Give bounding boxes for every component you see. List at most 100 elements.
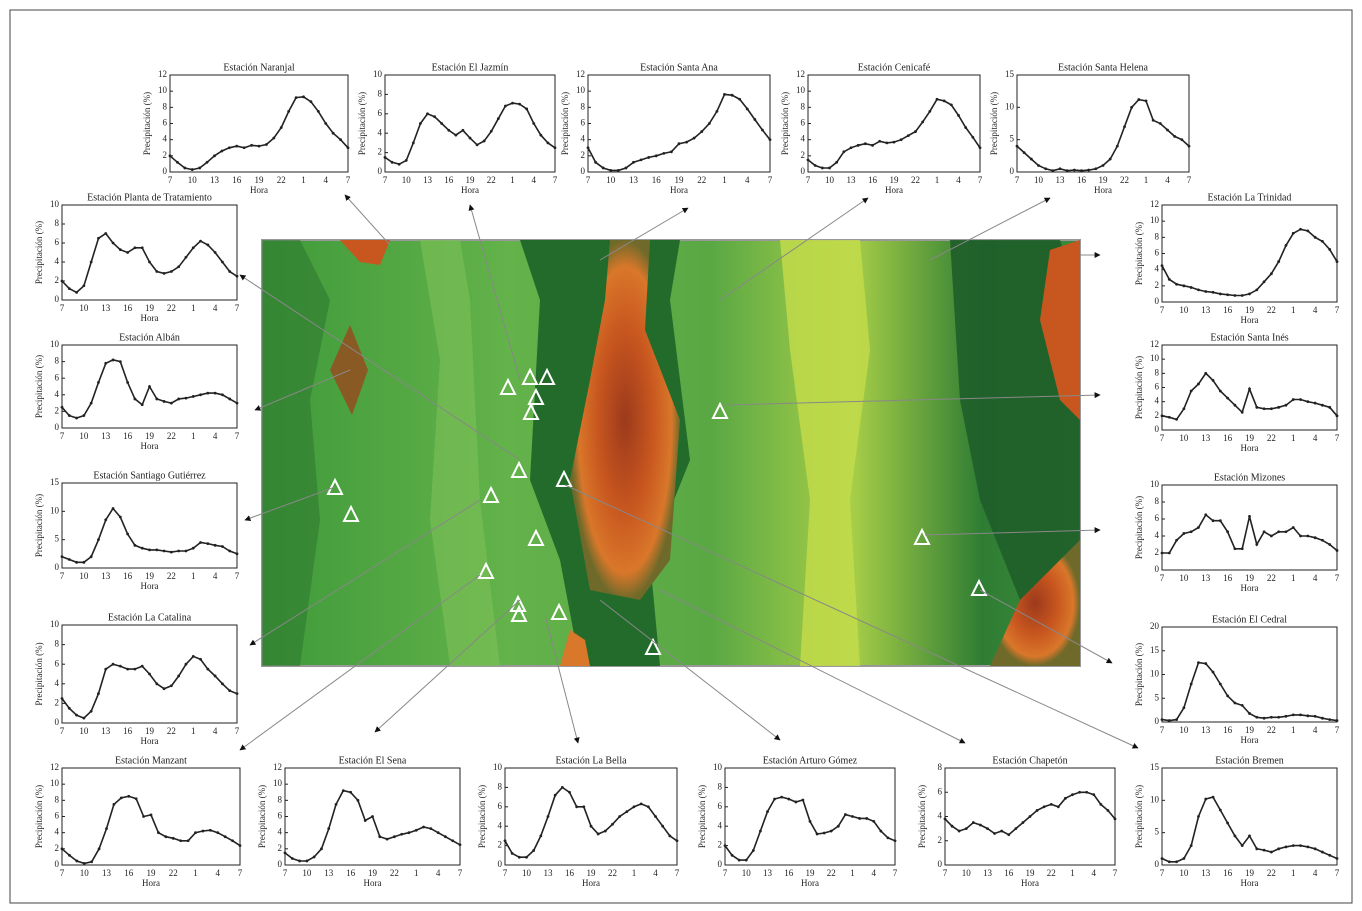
- data-point: [419, 122, 422, 125]
- data-point: [1167, 719, 1171, 722]
- y-tick-label: 2: [581, 150, 586, 160]
- data-point: [155, 397, 159, 401]
- data-point: [327, 827, 331, 831]
- data-point: [685, 140, 688, 144]
- data-point: [1108, 157, 1112, 161]
- data-point: [1299, 398, 1302, 401]
- y-tick-label: 12: [576, 69, 585, 79]
- data-point: [447, 128, 451, 132]
- data-point: [287, 109, 291, 113]
- y-tick-label: 5: [1010, 134, 1015, 144]
- data-point: [1226, 396, 1230, 400]
- x-tick-label: 4: [1165, 175, 1170, 185]
- data-point: [828, 166, 831, 170]
- data-point: [856, 143, 860, 147]
- station-chart: Estación Bremen Precipitación (%) Hora 0 5 10…: [1134, 755, 1340, 888]
- x-tick-label: 7: [1160, 305, 1165, 315]
- data-point: [794, 800, 798, 804]
- data-point: [235, 274, 239, 278]
- data-point: [89, 401, 93, 405]
- data-point: [67, 414, 71, 417]
- data-point: [1291, 526, 1295, 529]
- y-tick-label: 6: [581, 118, 586, 128]
- x-tick-label: 19: [806, 868, 816, 878]
- y-tick-label: 0: [55, 562, 60, 572]
- data-point: [979, 823, 982, 827]
- x-tick-label: 13: [1201, 573, 1211, 583]
- y-tick-label: 0: [1155, 564, 1160, 574]
- data-point: [1291, 713, 1295, 717]
- data-point: [822, 831, 826, 835]
- data-point: [1321, 239, 1324, 243]
- x-axis-label: Hora: [1241, 735, 1259, 745]
- data-point: [126, 380, 130, 384]
- x-tick-label: 7: [553, 175, 558, 185]
- data-point: [1233, 701, 1237, 705]
- data-point: [532, 122, 536, 125]
- data-point: [1042, 805, 1046, 809]
- x-tick-label: 16: [123, 431, 133, 441]
- data-point: [177, 674, 181, 678]
- x-tick-label: 7: [1113, 868, 1118, 878]
- x-tick-label: 7: [1335, 573, 1340, 583]
- x-tick-label: 16: [444, 175, 454, 185]
- x-tick-label: 7: [346, 175, 351, 185]
- x-tick-label: 10: [188, 175, 198, 185]
- data-point: [162, 272, 166, 275]
- data-point: [1248, 292, 1251, 296]
- y-tick-label: 2: [1155, 547, 1160, 557]
- data-point: [206, 243, 210, 247]
- x-tick-label: 19: [1245, 725, 1255, 735]
- x-tick-label: 16: [1223, 868, 1233, 878]
- y-tick-label: 6: [55, 811, 60, 821]
- y-tick-label: 6: [498, 801, 503, 811]
- data-point: [489, 129, 493, 133]
- x-tick-label: 4: [1313, 433, 1318, 443]
- data-point: [835, 160, 839, 164]
- data-point: [148, 548, 151, 552]
- data-point: [1306, 714, 1310, 718]
- y-tick-label: 4: [1155, 530, 1160, 540]
- x-tick-label: 22: [167, 726, 176, 736]
- x-tick-label: 1: [722, 175, 727, 185]
- data-point: [231, 839, 234, 843]
- x-tick-label: 22: [697, 175, 706, 185]
- data-point: [177, 549, 181, 553]
- data-point: [813, 164, 817, 167]
- data-point: [67, 706, 71, 710]
- y-axis-label: Precipitación (%): [477, 785, 487, 848]
- y-tick-label: 6: [55, 372, 60, 382]
- data-point: [993, 832, 996, 835]
- data-point: [82, 414, 86, 417]
- x-tick-label: 4: [1313, 868, 1318, 878]
- data-point: [206, 667, 210, 671]
- y-axis-label: Precipitación (%): [989, 92, 999, 155]
- x-tick-label: 1: [301, 175, 306, 185]
- data-point: [1218, 519, 1222, 523]
- y-tick-label: 10: [158, 85, 168, 95]
- data-point: [675, 839, 679, 843]
- data-point: [1014, 827, 1018, 831]
- data-point: [1071, 793, 1074, 797]
- data-point: [582, 805, 586, 809]
- data-point: [1092, 793, 1096, 797]
- data-point: [1262, 848, 1266, 852]
- x-tick-label: 16: [1223, 433, 1233, 443]
- data-point: [257, 144, 261, 148]
- data-point: [1335, 549, 1339, 552]
- data-point: [1313, 847, 1317, 851]
- data-point: [191, 246, 195, 250]
- data-point: [766, 810, 769, 814]
- y-tick-label: 10: [1150, 215, 1160, 225]
- data-point: [1204, 797, 1208, 801]
- data-point: [186, 839, 190, 843]
- data-point: [221, 260, 224, 264]
- x-tick-label: 7: [723, 868, 728, 878]
- data-point: [560, 786, 564, 789]
- x-tick-label: 19: [145, 303, 155, 313]
- data-point: [1255, 543, 1259, 546]
- y-tick-label: 8: [1155, 367, 1160, 377]
- data-point: [111, 662, 115, 666]
- data-point: [75, 713, 78, 717]
- data-point: [603, 829, 607, 833]
